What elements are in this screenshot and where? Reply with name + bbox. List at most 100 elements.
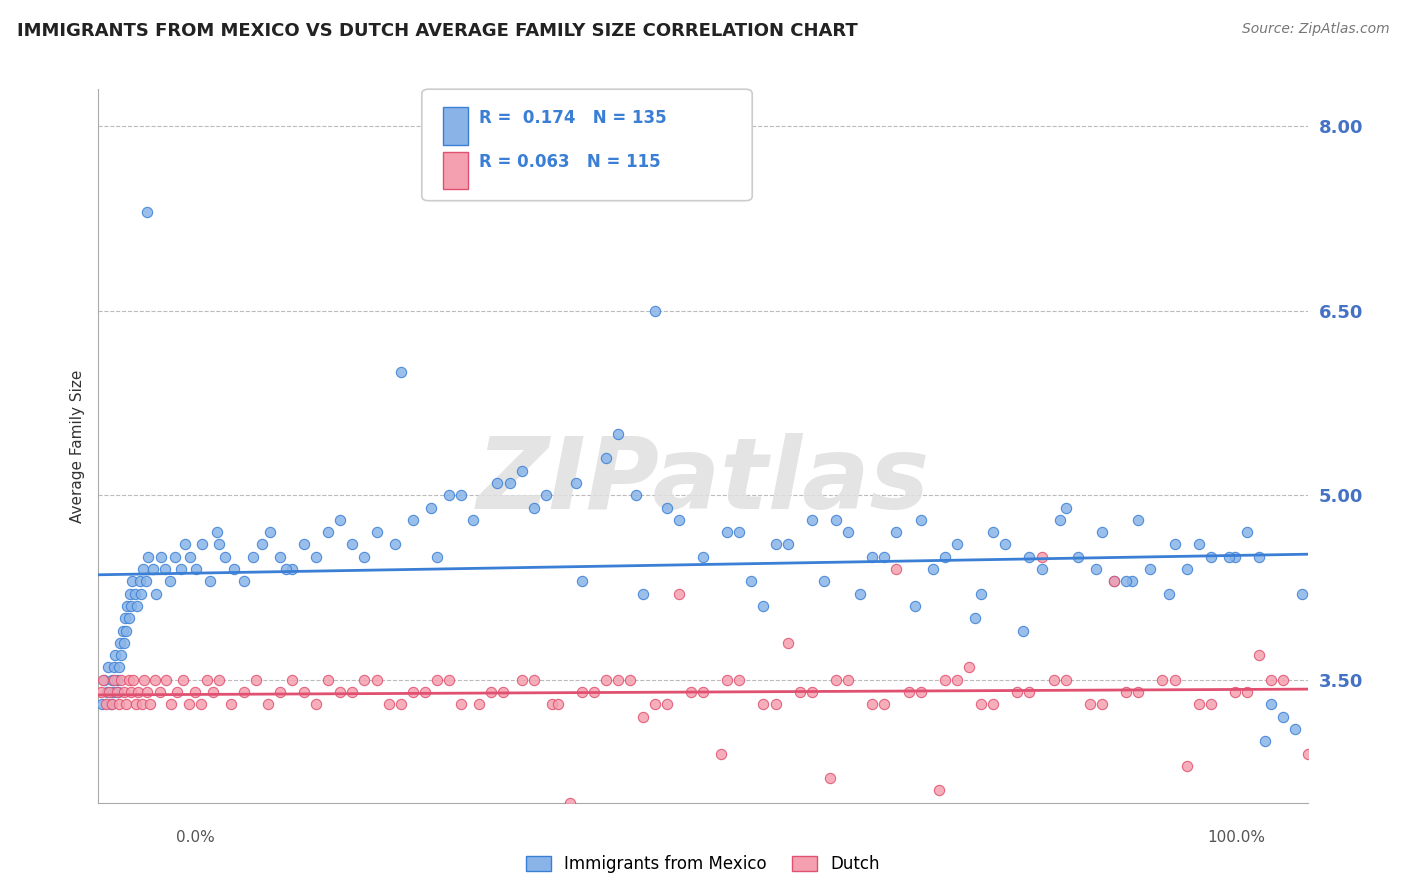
Point: [112, 685, 135, 699]
Point: [534, 488, 557, 502]
Point: [571, 574, 593, 589]
Point: [886, 562, 908, 576]
Point: [118, 587, 141, 601]
Text: R = 0.063   N = 115: R = 0.063 N = 115: [479, 153, 661, 171]
Point: [849, 587, 872, 601]
Point: [269, 685, 291, 699]
Point: [1078, 698, 1101, 712]
Point: [523, 673, 546, 687]
Point: [214, 549, 236, 564]
Point: [108, 660, 131, 674]
Point: [710, 747, 733, 761]
Point: [1115, 574, 1137, 589]
Point: [166, 685, 188, 699]
Point: [222, 562, 245, 576]
Point: [190, 698, 212, 712]
Point: [1102, 574, 1125, 589]
Point: [1236, 525, 1258, 540]
Text: IMMIGRANTS FROM MEXICO VS DUTCH AVERAGE FAMILY SIZE CORRELATION CHART: IMMIGRANTS FROM MEXICO VS DUTCH AVERAGE …: [17, 22, 858, 40]
Point: [245, 673, 267, 687]
Point: [377, 698, 399, 712]
Point: [1042, 673, 1064, 687]
Point: [103, 660, 125, 674]
Point: [110, 673, 132, 687]
Point: [1188, 698, 1211, 712]
Point: [970, 698, 993, 712]
Point: [1175, 562, 1198, 576]
Point: [1175, 759, 1198, 773]
Point: [281, 562, 304, 576]
Point: [1085, 562, 1108, 576]
Point: [107, 685, 129, 699]
Point: [837, 673, 859, 687]
Point: [928, 783, 950, 797]
Point: [765, 537, 787, 551]
Point: [389, 698, 412, 712]
Point: [342, 537, 364, 551]
Point: [131, 698, 153, 712]
Point: [981, 698, 1004, 712]
Point: [250, 537, 273, 551]
Point: [1296, 747, 1319, 761]
Point: [1249, 549, 1271, 564]
Point: [1236, 685, 1258, 699]
Point: [631, 587, 654, 601]
Point: [626, 488, 648, 502]
Point: [668, 587, 690, 601]
Point: [492, 685, 515, 699]
Point: [120, 599, 142, 613]
Point: [692, 685, 714, 699]
Point: [172, 673, 194, 687]
Point: [115, 698, 138, 712]
Point: [117, 599, 139, 613]
Text: R =  0.174   N = 135: R = 0.174 N = 135: [479, 109, 666, 127]
Point: [101, 685, 124, 699]
Point: [384, 537, 406, 551]
Point: [1199, 549, 1222, 564]
Point: [184, 685, 207, 699]
Point: [305, 698, 328, 712]
Point: [402, 513, 425, 527]
Point: [825, 673, 848, 687]
Point: [132, 562, 155, 576]
Point: [571, 685, 593, 699]
Point: [125, 698, 148, 712]
Point: [389, 365, 412, 379]
Point: [155, 673, 177, 687]
Point: [105, 673, 128, 687]
Point: [965, 611, 987, 625]
Point: [100, 698, 122, 712]
Point: [97, 660, 120, 674]
Point: [122, 673, 145, 687]
Text: Source: ZipAtlas.com: Source: ZipAtlas.com: [1241, 22, 1389, 37]
Point: [818, 771, 841, 785]
Point: [121, 574, 143, 589]
Point: [179, 549, 201, 564]
Point: [740, 574, 762, 589]
Point: [668, 513, 690, 527]
Point: [1218, 549, 1240, 564]
Point: [115, 624, 138, 638]
Point: [242, 549, 264, 564]
Point: [481, 685, 503, 699]
Point: [100, 698, 122, 712]
Point: [510, 464, 533, 478]
Point: [1163, 673, 1185, 687]
Point: [329, 685, 352, 699]
Point: [232, 574, 254, 589]
Point: [127, 599, 149, 613]
Point: [90, 685, 112, 699]
Point: [316, 673, 339, 687]
Point: [1157, 587, 1180, 601]
Point: [1091, 525, 1114, 540]
Point: [153, 562, 176, 576]
Point: [96, 685, 118, 699]
Point: [105, 685, 128, 699]
Point: [274, 562, 297, 576]
Point: [655, 698, 678, 712]
Point: [186, 562, 208, 576]
Point: [179, 698, 201, 712]
Point: [981, 525, 1004, 540]
Point: [420, 500, 443, 515]
Point: [135, 685, 157, 699]
